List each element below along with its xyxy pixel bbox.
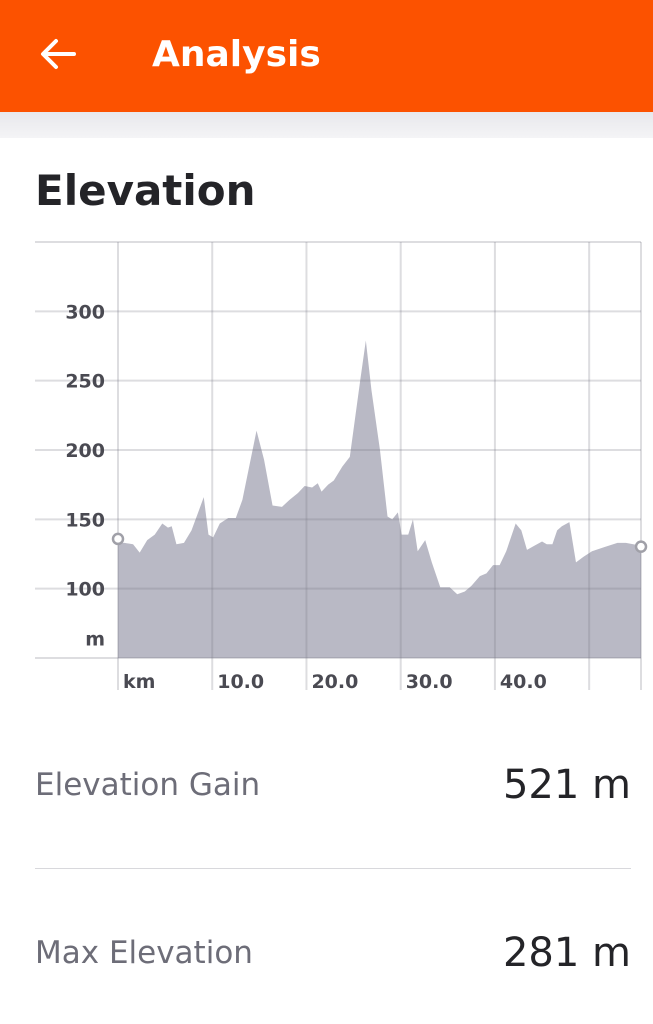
x-axis-unit: km <box>123 671 155 693</box>
page-title: Analysis <box>152 34 321 75</box>
y-tick-label: 200 <box>65 440 105 462</box>
app-bar: Analysis <box>0 0 653 112</box>
arrow-left-icon[interactable] <box>36 32 80 76</box>
divider <box>0 112 653 138</box>
elevation-area <box>118 340 641 658</box>
y-tick-label: 300 <box>65 301 105 323</box>
stat-elevation-gain: Elevation Gain 521 m <box>35 762 631 808</box>
y-tick-label: 100 <box>65 579 105 601</box>
stat-value: 521 m <box>502 762 631 808</box>
x-tick-label: 40.0 <box>500 671 547 693</box>
divider <box>35 868 631 869</box>
x-tick-label: 30.0 <box>406 671 453 693</box>
y-tick-label: 250 <box>65 371 105 393</box>
range-handle-end <box>634 540 648 553</box>
stat-label: Elevation Gain <box>35 767 261 803</box>
stat-max-elevation: Max Elevation 281 m <box>35 930 631 976</box>
x-tick-label: 20.0 <box>311 671 358 693</box>
y-axis-unit: m <box>85 629 105 651</box>
section-title: Elevation <box>35 166 256 215</box>
elevation-chart: 300 250 200 150 100 mkm 10.0 20.0 30.0 40.0 <box>35 241 648 693</box>
stat-label: Max Elevation <box>35 935 253 971</box>
x-tick-label: 10.0 <box>217 671 264 693</box>
range-handle-start <box>111 532 125 546</box>
stat-value: 281 m <box>502 930 631 976</box>
y-tick-label: 150 <box>65 509 105 531</box>
